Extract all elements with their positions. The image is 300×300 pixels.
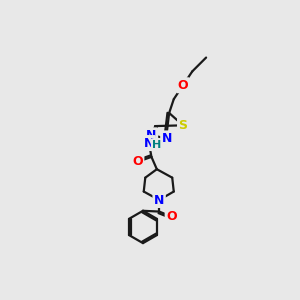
Text: H: H bbox=[152, 140, 161, 150]
Text: N: N bbox=[146, 129, 157, 142]
Text: O: O bbox=[132, 155, 143, 168]
Text: N: N bbox=[154, 194, 164, 206]
Text: N: N bbox=[162, 132, 172, 145]
Text: O: O bbox=[166, 210, 177, 223]
Text: S: S bbox=[178, 119, 188, 132]
Text: O: O bbox=[178, 79, 188, 92]
Text: N: N bbox=[144, 136, 154, 149]
